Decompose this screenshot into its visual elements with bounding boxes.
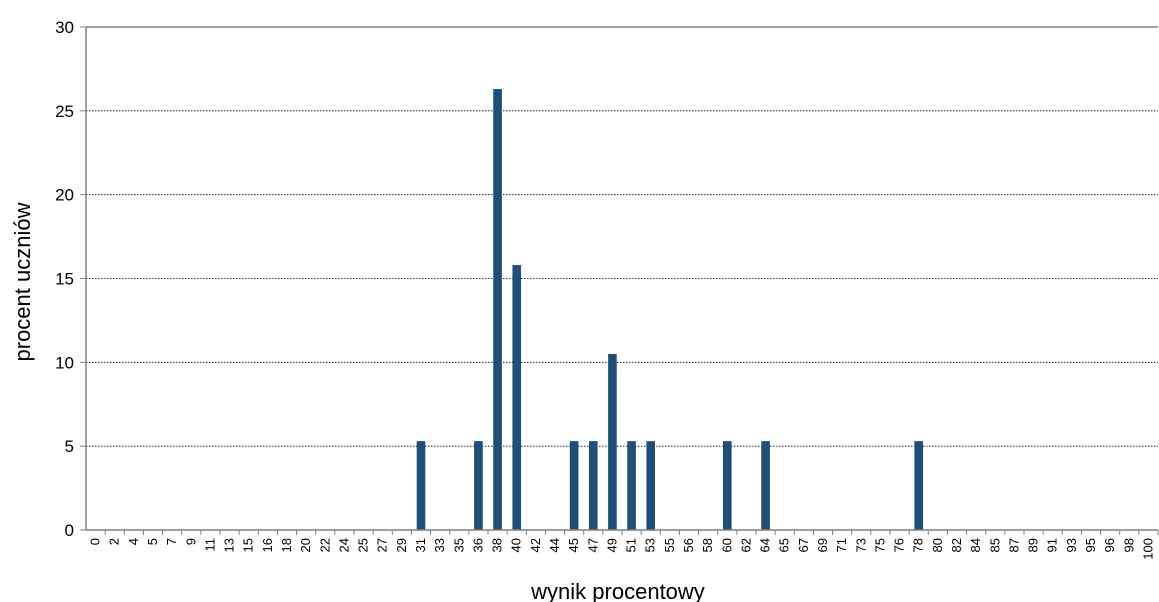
y-tick-label: 20 — [55, 186, 74, 205]
x-tick-label: 38 — [490, 538, 505, 552]
x-tick-label: 64 — [758, 538, 773, 552]
x-tick-label: 15 — [241, 538, 256, 552]
x-tick-label: 36 — [470, 538, 485, 552]
bar-53 — [646, 441, 656, 530]
x-tick-label: 18 — [279, 538, 294, 552]
bar-47 — [588, 441, 598, 530]
x-tick-label: 71 — [834, 538, 849, 552]
bars — [416, 89, 924, 530]
x-tick-label: 89 — [1026, 538, 1041, 552]
x-tick-label: 42 — [528, 538, 543, 552]
x-tick-label: 2 — [107, 538, 122, 545]
x-tick-label: 20 — [298, 538, 313, 552]
x-tick-label: 100 — [1140, 538, 1155, 560]
bar-60 — [722, 441, 732, 530]
x-tick-label: 49 — [604, 538, 619, 552]
bar-49 — [608, 353, 617, 530]
x-tick-label: 56 — [681, 538, 696, 552]
bar-31 — [416, 441, 426, 530]
x-tick-label: 96 — [1102, 538, 1117, 552]
x-tick-label: 13 — [222, 538, 237, 552]
x-tick-label: 44 — [547, 538, 562, 552]
x-tick-label: 80 — [930, 538, 945, 552]
x-tick-label: 78 — [911, 538, 926, 552]
bar-64 — [761, 441, 770, 530]
x-tick-label: 87 — [1006, 538, 1021, 552]
y-tick-label: 30 — [55, 18, 74, 37]
x-tick-label: 95 — [1083, 538, 1098, 552]
bar-38 — [493, 89, 502, 530]
y-tick-label: 10 — [55, 353, 74, 372]
x-tick-label: 24 — [336, 538, 351, 552]
y-tick-label: 0 — [65, 521, 74, 540]
x-tick-label: 85 — [987, 538, 1002, 552]
x-tick-label: 25 — [356, 538, 371, 552]
y-tick-label: 25 — [55, 102, 74, 121]
x-tick-label: 45 — [566, 538, 581, 552]
y-tick-label: 15 — [55, 270, 74, 289]
x-tick-label: 27 — [375, 538, 390, 552]
x-tick-label: 98 — [1121, 538, 1136, 552]
x-tick-label: 35 — [451, 538, 466, 552]
x-axis-title: wynik procentowy — [530, 579, 705, 602]
x-tick-label: 4 — [126, 538, 141, 545]
x-tick-label: 53 — [643, 538, 658, 552]
x-tick-labels: 0 2 4 5 7 9 11 13 15 16 18 20 22 24 25 27 29 31 33 35 36 38 40… — [88, 530, 1159, 560]
x-tick-label: 5 — [145, 538, 160, 545]
x-tick-label: 9 — [183, 538, 198, 545]
x-tick-label: 82 — [949, 538, 964, 552]
bar-78 — [914, 441, 924, 530]
y-axis-title: procent uczniów — [10, 202, 35, 361]
x-tick-label: 76 — [892, 538, 907, 552]
x-tick-label: 16 — [260, 538, 275, 552]
y-tick-label: 5 — [65, 437, 74, 456]
x-tick-label: 29 — [394, 538, 409, 552]
x-tick-label: 22 — [317, 538, 332, 552]
x-tick-label: 11 — [202, 538, 217, 552]
bar-36 — [474, 441, 483, 530]
bar-51 — [627, 441, 636, 530]
x-tick-label: 51 — [624, 538, 639, 552]
x-tick-label: 75 — [872, 538, 887, 552]
x-tick-label: 0 — [88, 538, 103, 545]
axes — [85, 27, 1158, 531]
y-tick-labels: 0 5 10 15 20 25 30 — [55, 18, 74, 540]
x-tick-label: 47 — [585, 538, 600, 552]
x-tick-label: 62 — [738, 538, 753, 552]
x-tick-label: 67 — [796, 538, 811, 552]
x-tick-label: 7 — [164, 538, 179, 545]
x-tick-label: 73 — [853, 538, 868, 552]
x-tick-label: 55 — [662, 538, 677, 552]
x-tick-label: 60 — [719, 538, 734, 552]
x-tick-label: 40 — [509, 538, 524, 552]
x-tick-label: 33 — [432, 538, 447, 552]
x-tick-label: 91 — [1045, 538, 1060, 552]
x-tick-label: 31 — [413, 538, 428, 552]
x-tick-label: 84 — [968, 538, 983, 552]
x-tick-label: 93 — [1064, 538, 1079, 552]
x-tick-label: 58 — [700, 538, 715, 552]
gridlines — [80, 26, 1158, 531]
x-tick-label: 69 — [815, 538, 830, 552]
bar-45 — [569, 441, 579, 530]
bar-40 — [512, 265, 522, 530]
x-tick-label: 65 — [777, 538, 792, 552]
